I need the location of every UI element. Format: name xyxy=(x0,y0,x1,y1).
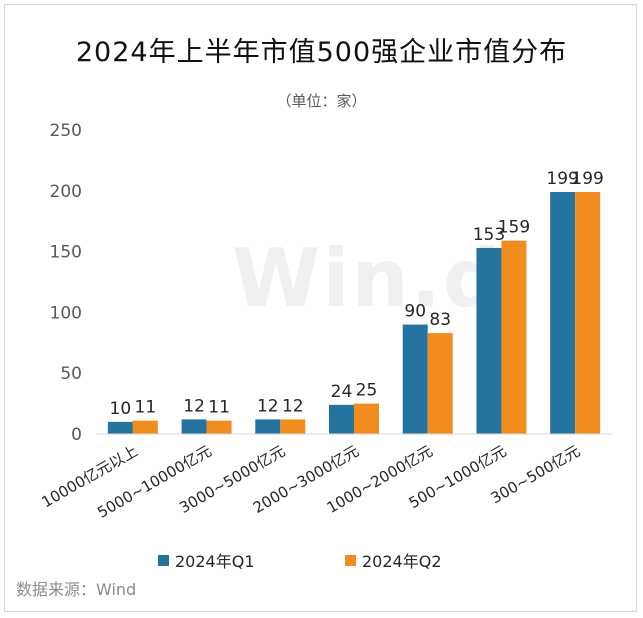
data-label: 199 xyxy=(546,169,578,189)
data-label: 12 xyxy=(257,396,279,416)
chart-title: 2024年上半年市值500强企业市值分布 xyxy=(75,37,568,68)
y-tick-label: 200 xyxy=(50,182,82,202)
bar-q2 xyxy=(575,192,601,434)
legend-item-q2: 2024年Q2 xyxy=(345,548,442,572)
data-label: 159 xyxy=(498,218,530,238)
bar-q1 xyxy=(550,192,576,434)
chart-subtitle: （单位：家） xyxy=(276,92,367,110)
bar-q1 xyxy=(476,247,502,434)
watermark: Win.d xyxy=(232,232,503,325)
data-label: 10 xyxy=(110,399,132,419)
y-tick-label: 100 xyxy=(50,303,82,323)
bar-q1 xyxy=(329,404,354,434)
source-note: 数据来源：Wind xyxy=(16,580,137,599)
data-label: 199 xyxy=(571,169,603,189)
y-axis: 0 50 100 150 200 250 xyxy=(50,121,82,445)
bar-q2 xyxy=(427,333,453,434)
legend-swatch-q1 xyxy=(158,554,169,566)
x-axis: 10000亿元以上5000~10000亿元3000~5000亿元2000~300… xyxy=(39,433,612,522)
y-tick-label: 0 xyxy=(71,425,82,445)
data-label: 24 xyxy=(331,382,353,402)
legend-item-q1: 2024年Q1 xyxy=(158,548,255,572)
data-label: 12 xyxy=(183,396,205,416)
y-tick-label: 250 xyxy=(50,121,82,141)
bar-q1 xyxy=(402,324,428,434)
bar-q1 xyxy=(181,419,207,434)
y-tick-label: 50 xyxy=(60,364,82,384)
data-label: 11 xyxy=(208,398,230,418)
legend-label-q2: 2024年Q2 xyxy=(362,552,442,571)
bar-q2 xyxy=(280,419,306,434)
chart-frame xyxy=(4,4,637,612)
data-label: 153 xyxy=(473,225,505,245)
bar-q1 xyxy=(255,419,281,434)
data-label: 90 xyxy=(404,302,426,322)
data-label: 25 xyxy=(356,381,378,401)
legend-swatch-q2 xyxy=(345,554,356,566)
bar-q2 xyxy=(354,403,379,434)
y-tick-label: 150 xyxy=(50,243,82,263)
legend-label-q1: 2024年Q1 xyxy=(175,552,255,571)
bar-q1 xyxy=(107,421,133,434)
legend: 2024年Q1 2024年Q2 xyxy=(0,548,643,572)
data-label: 12 xyxy=(282,396,304,416)
data-label: 11 xyxy=(135,398,157,418)
data-label: 83 xyxy=(429,310,451,330)
bar-q2 xyxy=(206,420,232,434)
bar-q2 xyxy=(132,420,158,434)
bar-q2 xyxy=(501,240,527,434)
